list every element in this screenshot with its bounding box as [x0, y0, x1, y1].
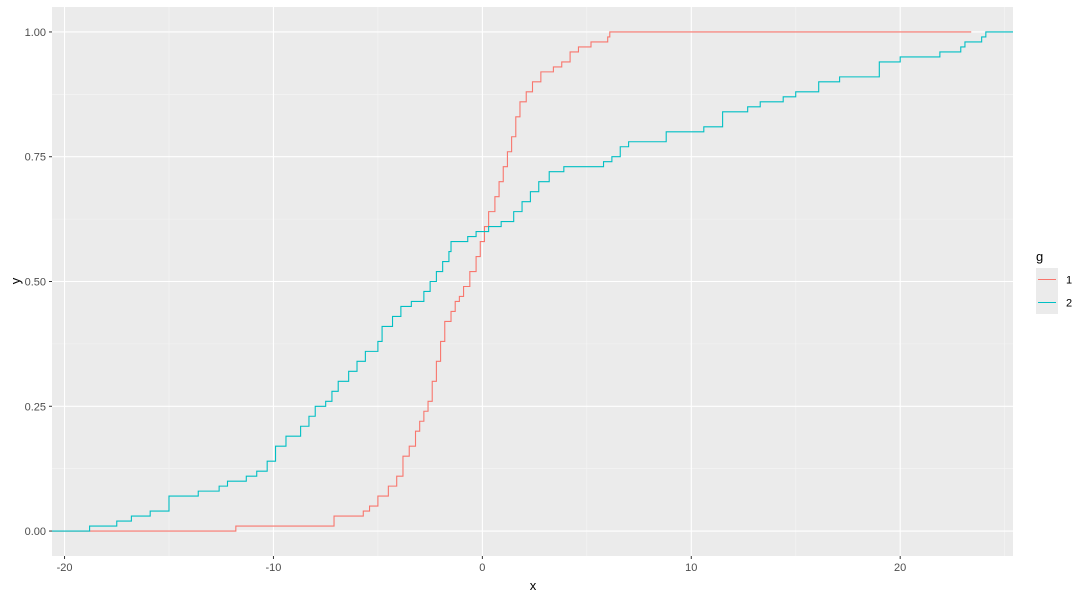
series-layer: [52, 31, 1013, 532]
y-axis-title: y: [8, 277, 23, 284]
y-tick-label: 1.00: [25, 27, 46, 39]
x-axis: -20 -10 0 10 20: [57, 556, 906, 574]
legend-label-1: 1: [1066, 275, 1072, 287]
legend: g 1 2: [1036, 249, 1072, 314]
y-tick-label: 0.00: [25, 526, 46, 538]
x-tick-label: 20: [894, 562, 906, 574]
x-axis-title: x: [530, 578, 537, 593]
legend-title: g: [1036, 249, 1043, 264]
y-tick-label: 0.25: [25, 401, 46, 413]
y-tick-label: 0.50: [25, 277, 46, 289]
x-tick-label: -10: [265, 562, 281, 574]
y-tick-label: 0.75: [25, 152, 46, 164]
x-tick-label: 10: [685, 562, 697, 574]
x-tick-label: -20: [57, 562, 73, 574]
series-2-line: [52, 31, 1013, 532]
legend-label-2: 2: [1066, 298, 1072, 310]
x-tick-label: 0: [479, 562, 485, 574]
series-1-line: [52, 31, 972, 532]
y-axis: 0.00 0.25 0.50 0.75 1.00: [25, 27, 52, 538]
